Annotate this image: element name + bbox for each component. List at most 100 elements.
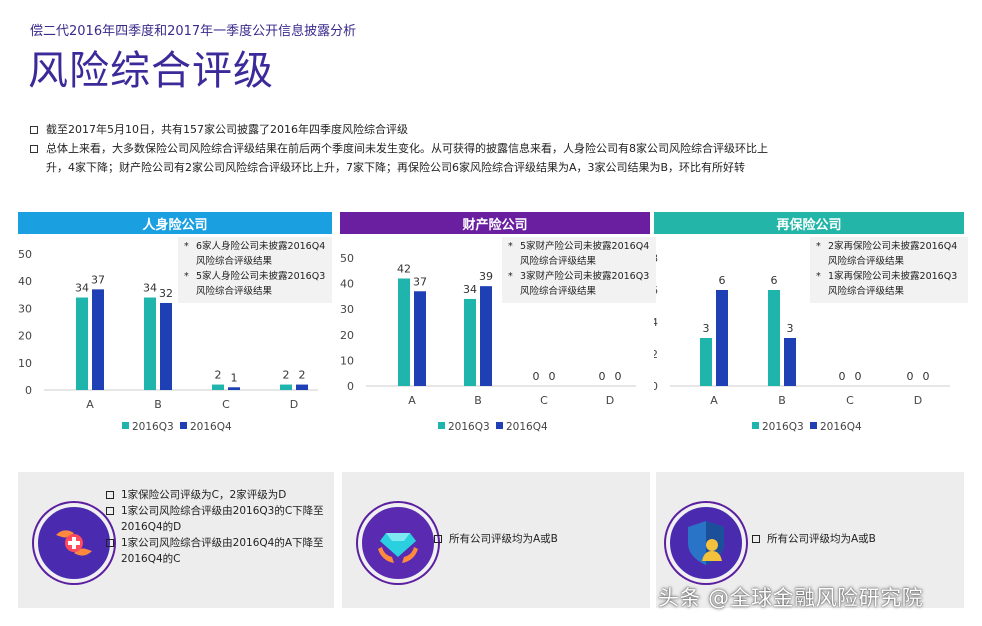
bar-2016Q4-A <box>92 289 104 390</box>
legend-label: 2016Q4 <box>190 421 232 433</box>
data-label: 6 <box>771 274 778 287</box>
bar-2016Q3-A <box>76 297 88 390</box>
legend-swatch <box>438 422 445 429</box>
shield-person-icon <box>666 503 746 583</box>
x-tick-label: B <box>474 394 482 407</box>
bar-2016Q3-B <box>144 297 156 390</box>
note-box-life: * 6家人身险公司未披露2016Q4风险综合评级结果 * 5家人身险公司未披露201… <box>178 237 332 303</box>
summary-item: 所有公司评级均为A或B <box>434 531 634 547</box>
summary-text: 所有公司评级均为A或B <box>449 533 558 545</box>
note-text: 5家人身险公司未披露2016Q3风险综合评级结果 <box>196 271 326 297</box>
data-label: 6 <box>719 274 726 287</box>
note-text: 6家人身险公司未披露2016Q4风险综合评级结果 <box>196 241 326 267</box>
summary-text: 1家公司风险综合评级由2016Q4的A下降至2016Q4的C <box>121 537 324 565</box>
panel-header-life: 人身险公司 <box>18 212 332 234</box>
data-label: 0 <box>599 370 606 383</box>
checkbox-bullet-icon <box>106 539 114 547</box>
legend-label: 2016Q4 <box>820 421 862 433</box>
page-title: 风险综合评级 <box>28 48 274 94</box>
data-label: 0 <box>549 370 556 383</box>
x-tick-label: C <box>846 394 854 407</box>
x-tick-label: A <box>710 394 718 407</box>
data-label: 37 <box>413 275 427 288</box>
x-tick-label: D <box>606 394 614 407</box>
hands-heart-icon <box>34 503 114 583</box>
bar-2016Q3-C <box>212 384 224 390</box>
legend-swatch <box>752 422 759 429</box>
legend-label: 2016Q4 <box>506 421 548 433</box>
square-bullet-icon <box>30 126 38 134</box>
data-label: 42 <box>397 262 411 275</box>
x-tick-label: D <box>914 394 922 407</box>
summary-text: 所有公司评级均为A或B <box>767 533 876 545</box>
bullet-item: 总体上来看，大多数保险公司风险综合评级结果在前后两个季度间未发生变化。从可获得的… <box>30 139 820 158</box>
summary-item: 1家公司风险综合评级由2016Q3的C下降至2016Q4的D <box>106 503 328 535</box>
note-text: 3家财产险公司未披露2016Q3风险综合评级结果 <box>520 271 650 297</box>
bullet-text: 总体上来看，大多数保险公司风险综合评级结果在前后两个季度间未发生变化。从可获得的… <box>46 142 768 155</box>
checkbox-bullet-icon <box>106 491 114 499</box>
y-tick-label: 40 <box>340 278 354 291</box>
y-tick-label: 50 <box>18 248 32 261</box>
data-label: 3 <box>703 322 710 335</box>
data-label: 0 <box>907 370 914 383</box>
data-label: 3 <box>787 322 794 335</box>
data-label: 37 <box>91 273 105 286</box>
data-label: 0 <box>923 370 930 383</box>
x-tick-label: D <box>290 398 298 411</box>
y-tick-label: 20 <box>340 329 354 342</box>
data-label: 1 <box>231 371 238 384</box>
bar-2016Q3-B <box>768 290 780 386</box>
panel-header-reinsurance: 再保险公司 <box>654 212 964 234</box>
checkbox-bullet-icon <box>752 535 760 543</box>
bullet-text: 截至2017年5月10日，共有157家公司披露了2016年四季度风险综合评级 <box>46 123 408 136</box>
data-label: 34 <box>75 282 89 295</box>
summary-list-reinsurance: 所有公司评级均为A或B <box>752 531 952 547</box>
x-tick-label: A <box>86 398 94 411</box>
checkbox-bullet-icon <box>106 507 114 515</box>
y-tick-label: 0 <box>347 380 354 393</box>
bar-2016Q4-B <box>480 286 492 386</box>
y-tick-label: 10 <box>18 357 32 370</box>
data-label: 32 <box>159 287 173 300</box>
y-tick-label: 8 <box>654 252 658 265</box>
hands-diamond-icon <box>358 503 438 583</box>
bullet-item-continued: 升，4家下降；财产险公司有2家公司风险综合评级环比上升，7家下降；再保险公司6家… <box>30 158 820 177</box>
y-tick-label: 4 <box>654 316 658 329</box>
summary-item: 1家保险公司评级为C，2家评级为D <box>106 487 328 503</box>
data-label: 0 <box>533 370 540 383</box>
legend-label: 2016Q3 <box>132 421 174 433</box>
y-tick-label: 6 <box>654 284 658 297</box>
data-label: 39 <box>479 270 493 283</box>
bar-2016Q4-B <box>784 338 796 386</box>
note-box-property: * 5家财产险公司未披露2016Q4风险综合评级结果 * 3家财产险公司未披露201… <box>502 237 656 303</box>
note-text: 1家再保险公司未披露2016Q3风险综合评级结果 <box>828 271 958 297</box>
y-tick-label: 20 <box>18 330 32 343</box>
legend-label: 2016Q3 <box>448 421 490 433</box>
y-tick-label: 50 <box>340 252 354 265</box>
y-tick-label: 2 <box>654 348 658 361</box>
bar-2016Q4-C <box>228 387 240 390</box>
data-label: 0 <box>615 370 622 383</box>
subtitle: 偿二代2016年四季度和2017年一季度公开信息披露分析 <box>30 24 357 39</box>
x-tick-label: A <box>408 394 416 407</box>
note-text: 2家再保险公司未披露2016Q4风险综合评级结果 <box>828 241 958 267</box>
bar-2016Q4-A <box>716 290 728 386</box>
summary-item: 1家公司风险综合评级由2016Q4的A下降至2016Q4的C <box>106 535 328 567</box>
y-tick-label: 0 <box>654 380 658 393</box>
y-tick-label: 40 <box>18 275 32 288</box>
watermark: 头条 @全球金融风险研究院 <box>658 586 924 610</box>
summary-item: 所有公司评级均为A或B <box>752 531 952 547</box>
data-label: 2 <box>283 369 290 382</box>
bar-2016Q3-D <box>280 384 292 390</box>
bar-2016Q3-A <box>700 338 712 386</box>
legend-swatch <box>180 422 187 429</box>
bar-2016Q4-D <box>296 384 308 390</box>
note-box-reinsurance: * 2家再保险公司未披露2016Q4风险综合评级结果 * 1家再保险公司未披露201… <box>810 237 968 303</box>
y-tick-label: 10 <box>340 354 354 367</box>
data-label: 0 <box>855 370 862 383</box>
bar-2016Q3-A <box>398 278 410 386</box>
bar-2016Q4-B <box>160 302 172 390</box>
